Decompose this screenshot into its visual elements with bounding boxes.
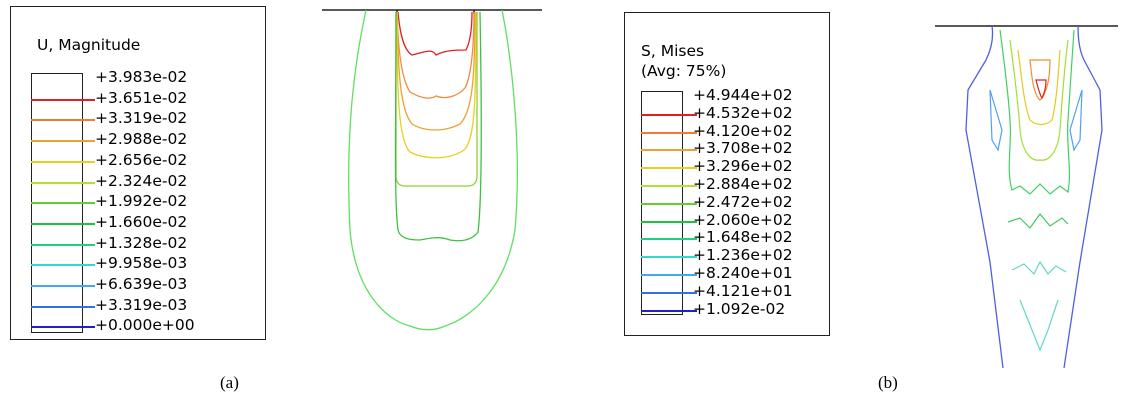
legend-color-tick [31,264,95,267]
legend-color-tick [641,274,697,276]
legend-color-tick [641,309,697,312]
legend-value: +3.296e+02 [693,157,793,176]
legend-value: +3.651e-02 [95,88,188,107]
legend-color-tick [641,291,697,294]
legend-value: +1.328e-02 [95,233,188,252]
legend-color-tick [31,305,95,308]
contour-line [1007,213,1069,229]
legend-value: +3.708e+02 [693,139,793,158]
legend-value: +1.660e-02 [95,212,188,231]
legend-color-tick [641,113,697,116]
contour-line [1017,49,1061,126]
contour-line [396,11,475,99]
contour-line [396,11,477,159]
legend-color-tick [641,167,697,170]
legend-color-tick [31,243,95,246]
legend-value: +9.958e-03 [95,254,188,273]
contour-line [999,29,1075,195]
legend-s-mises: S, Mises (Avg: 75%) +4.944e+02 +4.532e+02… [624,12,830,336]
legend-value: +3.319e-02 [95,109,188,128]
contour-line [989,89,1003,152]
contour-line [1011,260,1067,352]
legend-value: +2.472e+02 [693,192,793,211]
legend-value: +4.944e+02 [693,86,793,104]
legend-value: +2.988e-02 [95,130,188,149]
legend-color-tick [31,326,95,329]
legend-value: +0.000e+00 [95,316,195,335]
contour-line [1009,39,1069,161]
legend-color-tick [641,220,697,223]
contour-line [348,9,518,331]
legend-value: +4.532e+02 [693,103,793,122]
legend-color-tick [31,181,95,184]
legend-title: S, Mises [641,42,705,60]
legend-value: +4.120e+02 [693,121,793,140]
legend-color-tick [641,202,697,205]
legend-value: +2.656e-02 [95,150,188,169]
legend-value: +3.983e-02 [95,68,188,86]
legend-value: +1.648e+02 [693,228,793,247]
legend-color-tick [31,98,95,101]
legend-color-tick [641,256,697,259]
legend-color-tick [31,140,95,143]
legend-value: +6.639e-03 [95,275,188,293]
legend-color-tick [31,222,95,225]
caption-b: (b) [878,373,898,392]
legend-color-tick [641,238,697,241]
legend-value: +8.240e+01 [693,264,793,282]
legend-color-tick [641,131,697,134]
legend-value: +1.092e-02 [693,299,786,318]
contour-line [965,25,1004,369]
contour-line [394,11,482,242]
legend-color-tick [641,149,697,152]
legend-value: +2.060e+02 [693,210,793,229]
legend-value: +1.992e-02 [95,192,188,211]
legend-color-tick [31,285,95,287]
legend-value: +2.884e+02 [693,175,793,193]
legend-color-tick [31,202,95,205]
legend-value: +1.236e+02 [693,246,793,265]
legend-color-tick [31,160,95,163]
contour-line [1029,59,1051,101]
contour-line [397,11,473,56]
legend-subtitle: (Avg: 75%) [641,62,727,80]
contour-line [395,12,478,187]
contour-line [1069,89,1083,152]
legend-title: U, Magnitude [37,36,141,54]
contour-line [396,11,476,131]
caption-a: (a) [220,373,239,392]
contour-line [1035,79,1047,100]
contour-line [1063,25,1103,369]
legend-value: +3.319e-03 [95,295,188,314]
legend-color-tick [641,185,697,187]
legend-value: +2.324e-02 [95,171,188,190]
legend-value: +4.121e+01 [693,281,793,300]
legend-u-magnitude: U, Magnitude +3.983e-02 +3.651e-02 +3.319e… [10,6,266,340]
legend-color-tick [31,119,95,122]
